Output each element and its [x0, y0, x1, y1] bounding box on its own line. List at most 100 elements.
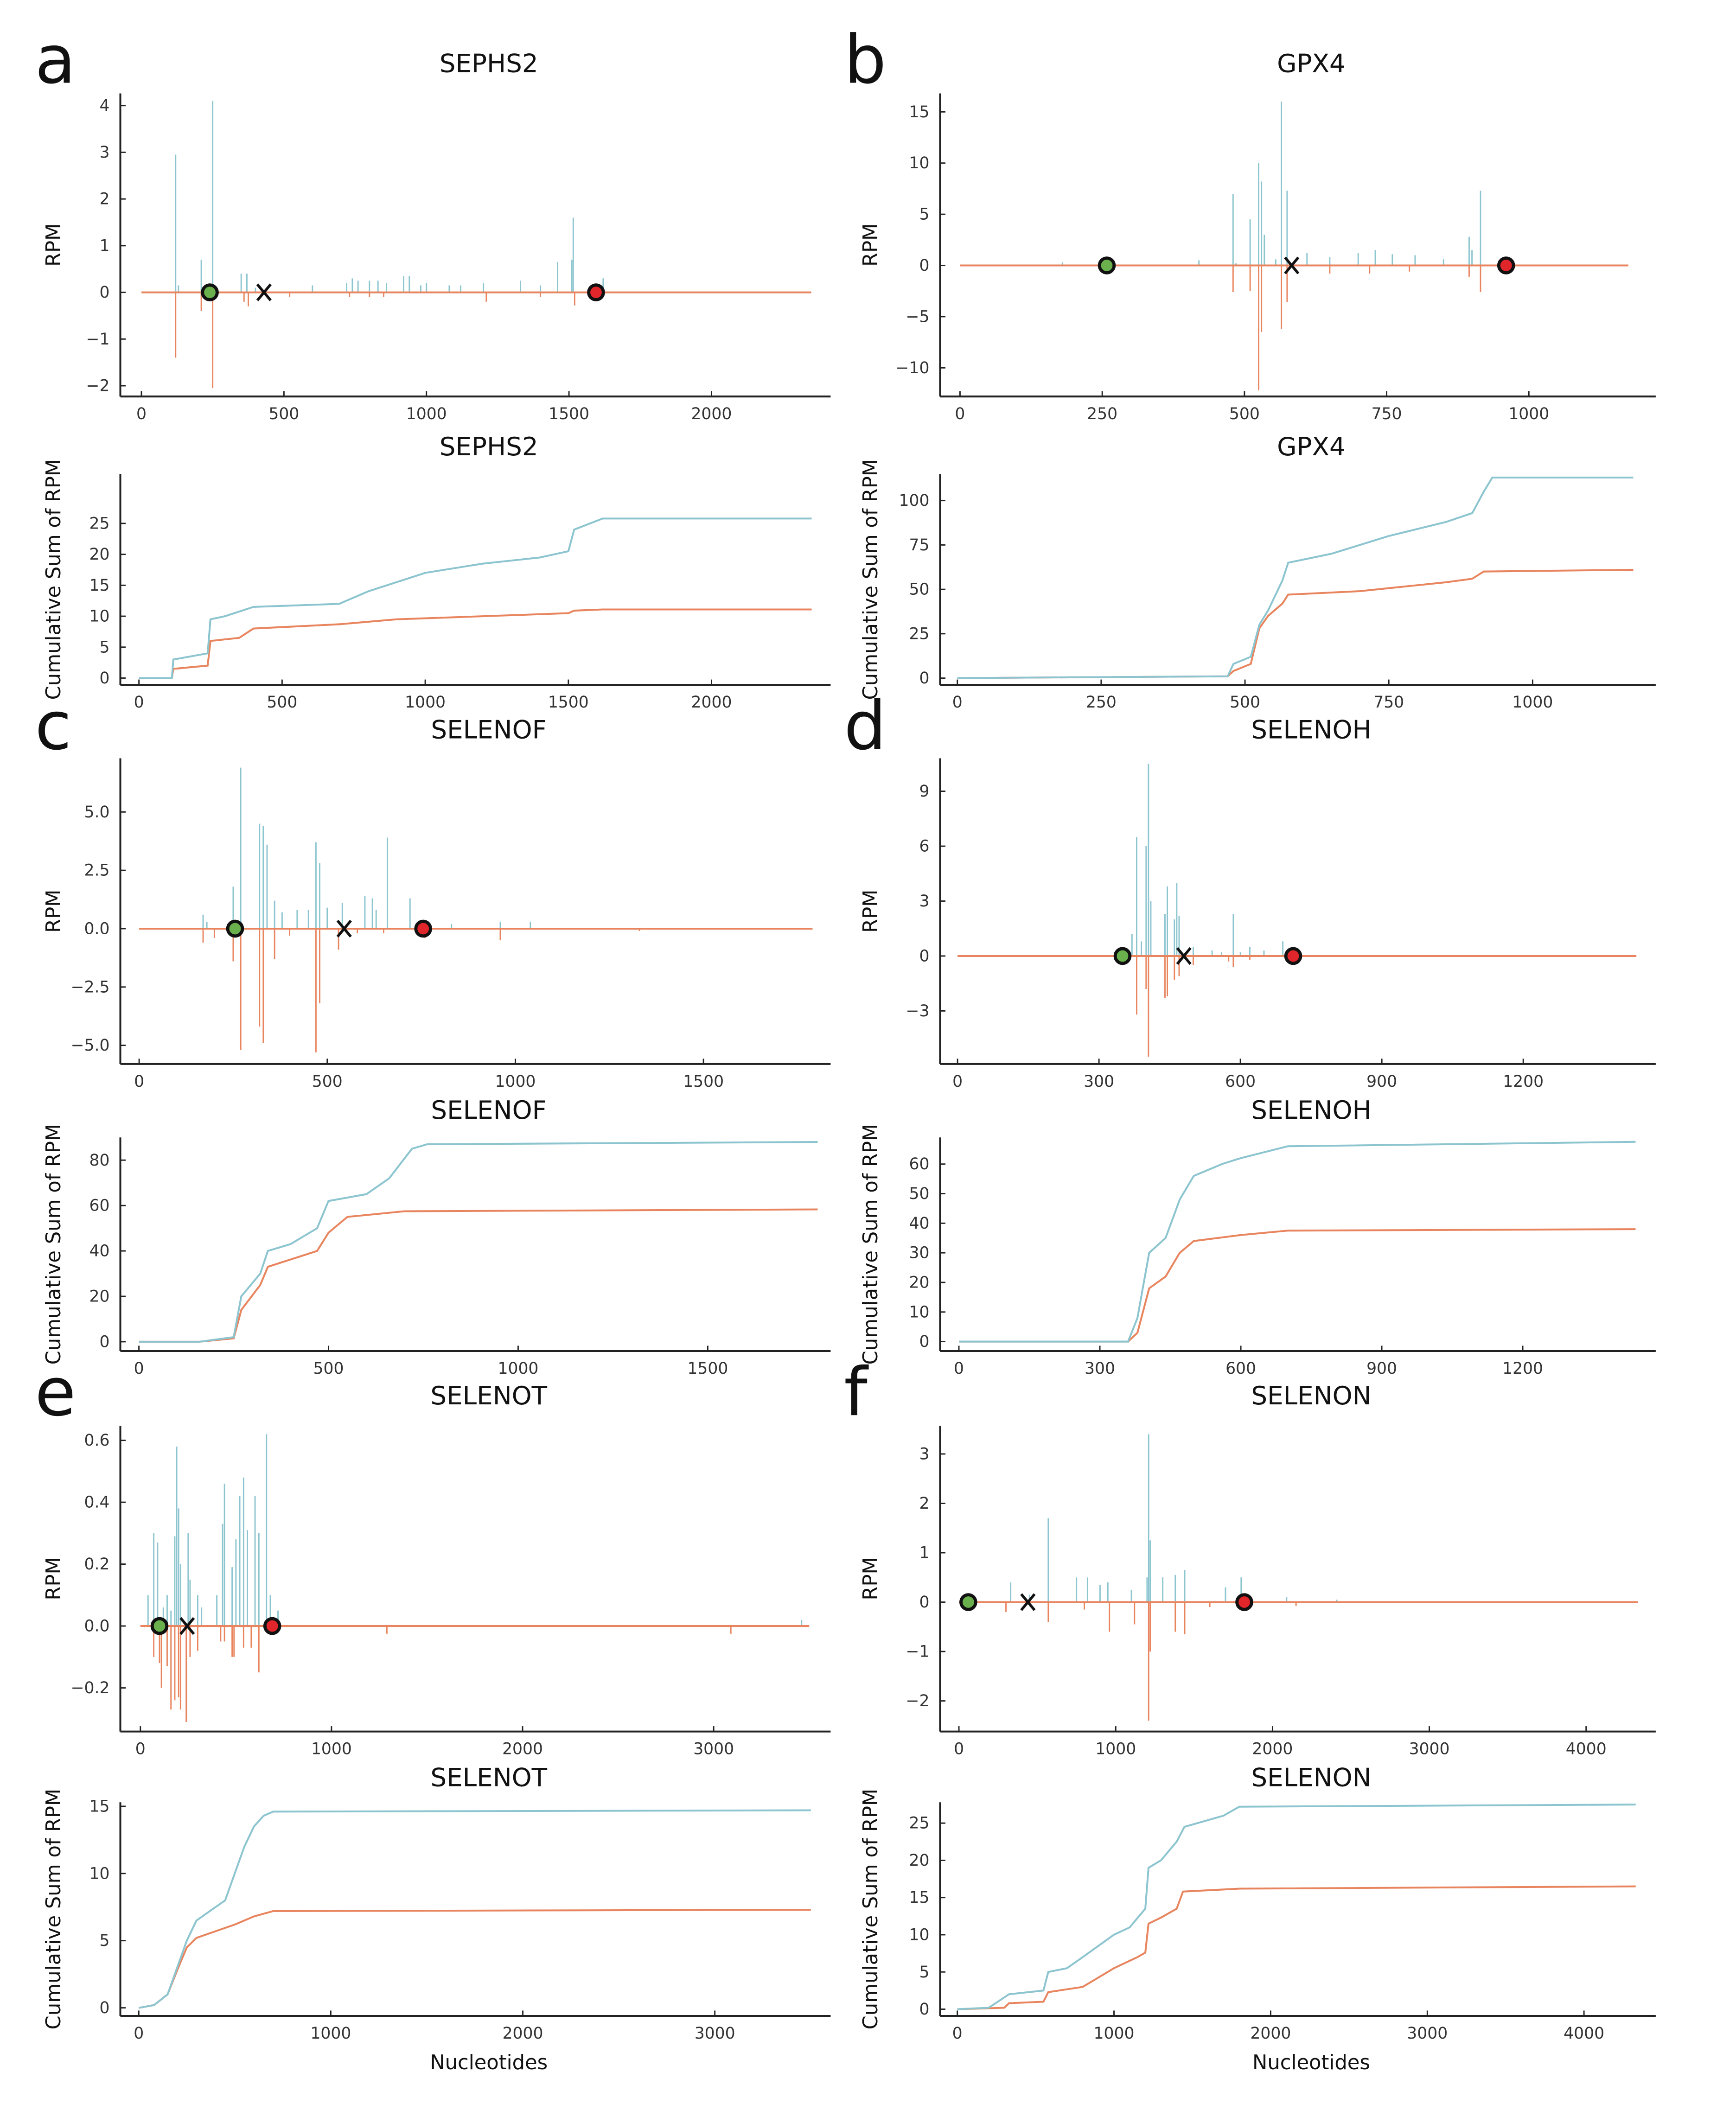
start-codon-marker — [201, 283, 219, 301]
x-tick-label: 1000 — [405, 693, 446, 712]
x-tick-label: 0 — [136, 405, 147, 423]
y-tick-label: 15 — [909, 1888, 929, 1907]
y-tick-label: 50 — [909, 1185, 929, 1203]
x-marker-stroke — [179, 1617, 195, 1635]
x-tick-label: 600 — [1225, 1359, 1256, 1378]
chart-title: SELENOT — [430, 1763, 547, 1792]
y-tick-label: −10 — [896, 359, 930, 377]
y-tick-label: 0.2 — [84, 1555, 110, 1574]
x-tick-label: 500 — [1229, 405, 1260, 423]
y-tick-label: 40 — [909, 1214, 929, 1233]
y-axis-label: Cumulative Sum of RPM — [859, 1789, 882, 2029]
x-tick-label: 4000 — [1564, 2024, 1604, 2043]
x-tick-label: 500 — [268, 405, 299, 423]
cumulative-chart-f: SELENON Cumulative Sum of RPM Nucleotides 0… — [859, 1763, 1656, 2074]
y-tick-label: 2 — [919, 1494, 929, 1513]
x-tick-label: 0 — [134, 1072, 144, 1091]
x-tick-label: 1500 — [683, 1072, 724, 1091]
x-tick-label: 500 — [312, 1072, 343, 1091]
y-tick-label: 80 — [89, 1151, 110, 1170]
x-tick-label: 1000 — [495, 1072, 536, 1091]
y-tick-label: 15 — [89, 1797, 110, 1816]
y-tick-label: 3 — [919, 1445, 929, 1463]
chart-title: SELENON — [1251, 1763, 1371, 1792]
reverse-cumulative-line — [957, 568, 1634, 679]
chart-title: SELENOF — [431, 714, 547, 744]
y-tick-label: 2.5 — [84, 861, 110, 880]
x-tick-label: 3000 — [695, 2024, 735, 2043]
y-axis-label: RPM — [859, 890, 882, 933]
y-tick-label: 0 — [99, 1999, 109, 2017]
x-tick-label: 250 — [1087, 405, 1117, 423]
y-tick-label: 0 — [99, 1333, 109, 1351]
y-tick-label: 60 — [89, 1197, 110, 1215]
y-tick-label: −5 — [906, 307, 930, 326]
x-tick-label: 2000 — [691, 693, 732, 712]
x-tick-label: 4000 — [1566, 1740, 1607, 1759]
rpm-chart-d: d SELENOH RPM −3 0 3 6 9 0 300 600 900 1200 — [844, 687, 1656, 1091]
start-codon-marker — [1098, 256, 1116, 274]
y-tick-label: 0 — [919, 947, 929, 965]
rpm-chart-b: b GPX4 RPM −10 −5 0 5 10 15 0 250 500 750 1000 — [844, 21, 1656, 423]
x-tick-label: 2000 — [503, 2024, 543, 2043]
x-tick-label: 3000 — [693, 1740, 734, 1759]
stop-codon-marker — [263, 1617, 281, 1635]
y-axis-label: Cumulative Sum of RPM — [42, 1789, 65, 2029]
x-tick-label: 900 — [1366, 1072, 1397, 1091]
stop-codon-marker — [587, 283, 605, 301]
cumulative-chart-d: SELENOH Cumulative Sum of RPM 0 10 20 30 40 50 6… — [859, 1095, 1656, 1378]
reverse-cumulative-line — [957, 1885, 1636, 2010]
y-tick-label: 3 — [99, 143, 109, 162]
panel-letter: f — [844, 1353, 869, 1431]
x-tick-label: 1000 — [1512, 693, 1553, 712]
y-tick-label: 50 — [909, 580, 929, 599]
y-tick-label: −3 — [906, 1002, 930, 1020]
x-tick-label: 2000 — [691, 405, 732, 423]
chart-title: GPX4 — [1277, 48, 1346, 78]
y-tick-label: 25 — [909, 1814, 929, 1833]
y-tick-label: 10 — [909, 154, 929, 172]
x-tick-label: 0 — [134, 2024, 144, 2043]
reverse-cumulative-line — [138, 1909, 811, 2009]
reverse-cumulative-line — [959, 1228, 1636, 1343]
y-axis-label: RPM — [859, 223, 882, 267]
y-tick-label: 15 — [89, 576, 110, 595]
y-tick-label: 60 — [909, 1155, 929, 1173]
chart-title: SELENOT — [430, 1381, 547, 1410]
x-tick-label: 1500 — [549, 405, 589, 423]
panel-letter: d — [844, 687, 886, 765]
start-codon-marker — [959, 1593, 977, 1611]
x-tick-label: 1000 — [498, 1359, 538, 1378]
x-tick-label: 2000 — [1250, 2024, 1291, 2043]
y-tick-label: 5 — [99, 638, 109, 657]
reverse-cumulative-line — [139, 1208, 818, 1343]
x-axis-label: Nucleotides — [430, 2051, 548, 2074]
x-marker-stroke — [1020, 1593, 1036, 1611]
x-tick-label: 300 — [1085, 1359, 1115, 1378]
x-tick-label: 1200 — [1503, 1072, 1544, 1091]
y-tick-label: 1 — [99, 236, 109, 255]
x-tick-label: 750 — [1372, 405, 1402, 423]
cumulative-chart-e: SELENOT Cumulative Sum of RPM Nucleotides 0… — [42, 1763, 831, 2074]
rpm-chart-e: e SELENOT RPM −0.2 0.0 0.2 0.4 0.6 0 1000 2000 3000 — [35, 1353, 831, 1759]
start-codon-marker — [1113, 947, 1132, 965]
start-codon-marker — [150, 1617, 169, 1635]
x-tick-label: 1000 — [406, 405, 447, 423]
x-tick-label: 1000 — [310, 2024, 351, 2043]
x-tick-label: 500 — [267, 693, 297, 712]
x-tick-label: 0 — [952, 1072, 963, 1091]
y-tick-label: 9 — [919, 782, 929, 801]
y-axis-label: RPM — [859, 1557, 882, 1600]
x-tick-label: 600 — [1225, 1072, 1256, 1091]
y-tick-label: −2.5 — [71, 978, 110, 996]
x-tick-label: 900 — [1366, 1359, 1397, 1378]
x-tick-label: 500 — [1230, 693, 1260, 712]
x-marker — [179, 1617, 195, 1635]
y-tick-label: 25 — [89, 514, 110, 533]
x-tick-label: 500 — [313, 1359, 344, 1378]
x-tick-label: 1500 — [548, 693, 589, 712]
y-tick-label: 6 — [919, 837, 929, 856]
x-marker-stroke — [1176, 947, 1192, 965]
